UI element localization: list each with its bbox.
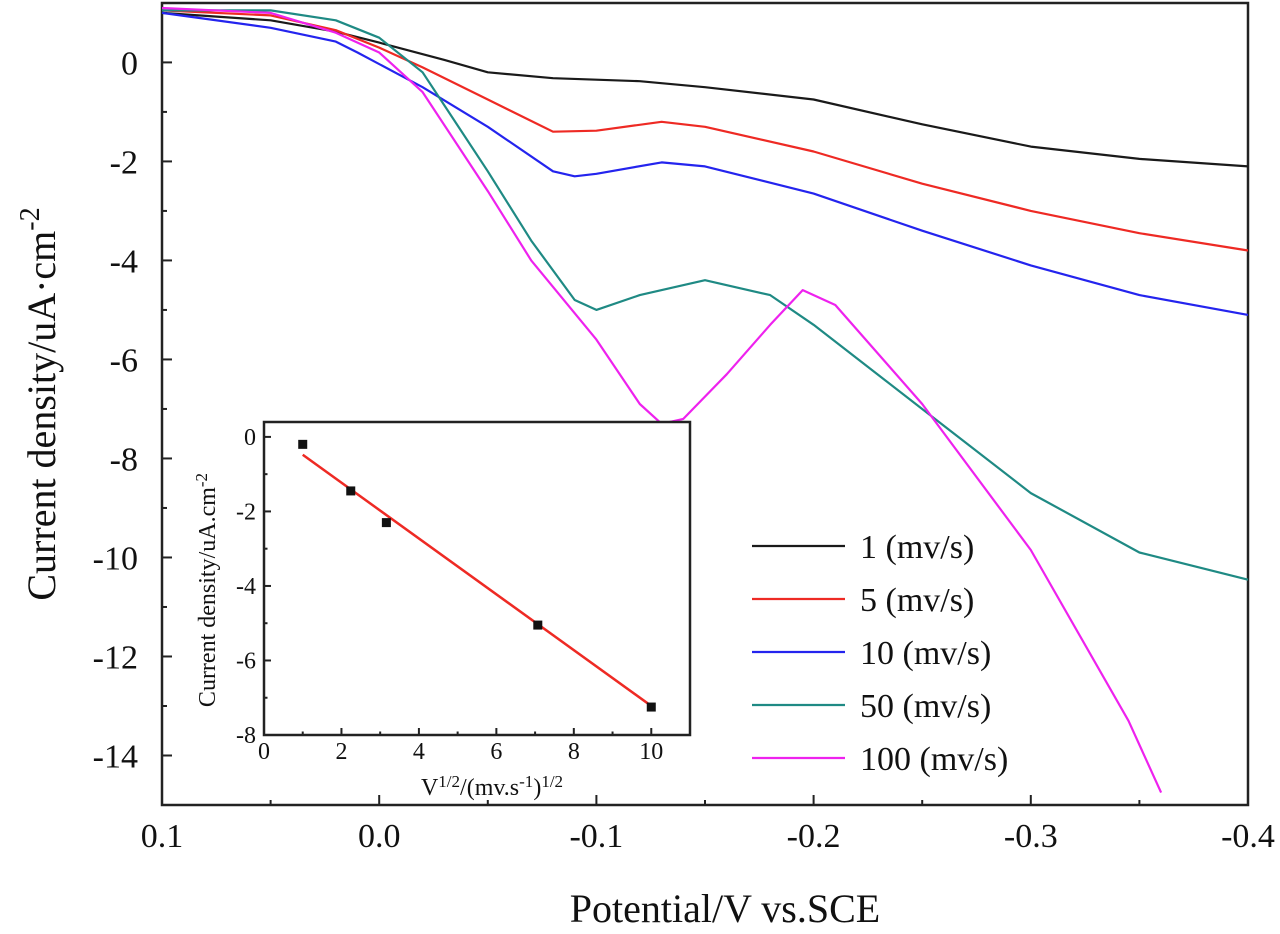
inset-data-point bbox=[346, 486, 356, 496]
inset-y-axis-label: Current density/uA.cm-2 bbox=[192, 473, 221, 707]
y-tick-label: -10 bbox=[93, 540, 138, 577]
inset-ylabel-text: Current density/uA.cm bbox=[195, 487, 221, 707]
inset-data-point bbox=[533, 620, 543, 630]
inset-xlabel-mid: /(mv.s bbox=[460, 775, 519, 801]
inset-xlabel-sup1: 1/2 bbox=[438, 772, 460, 791]
inset-y-tick-label: -8 bbox=[236, 723, 256, 749]
y-tick-label: -6 bbox=[110, 342, 138, 379]
y-tick-label: -8 bbox=[110, 441, 138, 478]
series-line bbox=[161, 9, 1249, 252]
inset-x-tick-label: 2 bbox=[335, 739, 347, 765]
legend-label: 10 (mv/s) bbox=[860, 635, 991, 672]
inset-data-point bbox=[381, 518, 391, 528]
inset-data-point bbox=[298, 439, 308, 449]
series-line bbox=[161, 11, 1249, 316]
inset-y-tick-label: -4 bbox=[236, 574, 256, 600]
y-axis-label-sup: -2 bbox=[15, 207, 46, 230]
x-tick-label: -0.4 bbox=[1221, 818, 1275, 855]
inset-fit-line bbox=[301, 453, 653, 707]
legend-label: 5 (mv/s) bbox=[860, 582, 974, 619]
y-tick-label: -14 bbox=[93, 738, 138, 775]
inset-x-tick-label: 10 bbox=[639, 739, 663, 765]
y-axis-label: Current density/uA·cm-2 bbox=[15, 207, 64, 600]
y-tick-label: -4 bbox=[110, 243, 138, 280]
inset-x-tick-label: 6 bbox=[490, 739, 502, 765]
x-tick-label: -0.2 bbox=[787, 818, 841, 855]
y-tick-label: 0 bbox=[121, 45, 138, 82]
y-axis-label-text: Current density/uA·cm bbox=[19, 231, 64, 601]
y-tick-label: -2 bbox=[110, 144, 138, 181]
inset-xlabel-v: V bbox=[421, 775, 439, 801]
y-tick-label: -12 bbox=[93, 639, 138, 676]
inset-y-tick-label: -2 bbox=[236, 499, 256, 525]
inset-xlabel-end: ) bbox=[533, 775, 541, 801]
inset-x-tick-label: 0 bbox=[258, 739, 270, 765]
inset-data-point bbox=[646, 702, 656, 712]
legend-label: 100 (mv/s) bbox=[860, 741, 1008, 778]
legend-label: 1 (mv/s) bbox=[860, 529, 974, 566]
inset-x-tick-label: 8 bbox=[568, 739, 580, 765]
x-tick-label: 0.1 bbox=[141, 818, 184, 855]
inset-y-tick-label: -6 bbox=[236, 648, 256, 674]
legend-label: 50 (mv/s) bbox=[860, 688, 991, 725]
inset-x-tick-label: 4 bbox=[413, 739, 425, 765]
inset-xlabel-sup3: 1/2 bbox=[541, 772, 563, 791]
x-tick-label: -0.1 bbox=[569, 818, 623, 855]
x-axis-label: Potential/V vs.SCE bbox=[570, 886, 880, 931]
inset-xlabel-sup2: -1 bbox=[519, 772, 533, 791]
x-tick-label: -0.3 bbox=[1004, 818, 1058, 855]
series-line bbox=[162, 9, 1249, 581]
inset-y-tick-label: 0 bbox=[244, 425, 256, 451]
x-tick-label: 0.0 bbox=[358, 818, 401, 855]
inset-ylabel-sup: -2 bbox=[192, 473, 211, 487]
inset-x-axis-label: V1/2/(mv.s-1)1/2 bbox=[421, 772, 563, 801]
